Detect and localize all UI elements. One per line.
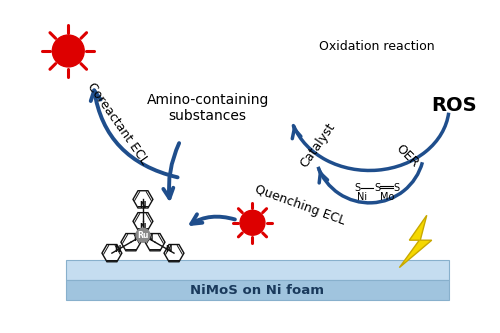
Text: Amino-containing
substances: Amino-containing substances xyxy=(146,93,269,123)
Circle shape xyxy=(52,35,84,67)
Polygon shape xyxy=(66,260,449,280)
Text: Oxidation reaction: Oxidation reaction xyxy=(319,40,435,53)
Text: N: N xyxy=(146,234,152,243)
Text: N: N xyxy=(140,223,146,232)
Text: S: S xyxy=(354,183,360,193)
Text: Catalyst: Catalyst xyxy=(297,121,338,170)
Text: NiMoS on Ni foam: NiMoS on Ni foam xyxy=(190,284,324,297)
Text: Ru: Ru xyxy=(138,231,148,240)
Text: N: N xyxy=(165,245,172,254)
Text: N: N xyxy=(133,234,140,243)
Polygon shape xyxy=(66,280,449,300)
Polygon shape xyxy=(400,215,432,268)
Text: Coreactant ECL: Coreactant ECL xyxy=(85,80,151,166)
Circle shape xyxy=(136,228,150,242)
Text: OER: OER xyxy=(393,142,421,169)
Text: S: S xyxy=(374,183,380,193)
Text: Mo: Mo xyxy=(380,192,394,202)
Text: Ni: Ni xyxy=(357,192,367,202)
Text: ROS: ROS xyxy=(432,96,477,115)
Circle shape xyxy=(240,210,265,235)
Text: Quenching ECL: Quenching ECL xyxy=(253,183,347,228)
Text: S: S xyxy=(394,183,400,193)
Text: N: N xyxy=(114,245,121,254)
Text: N: N xyxy=(140,201,146,210)
